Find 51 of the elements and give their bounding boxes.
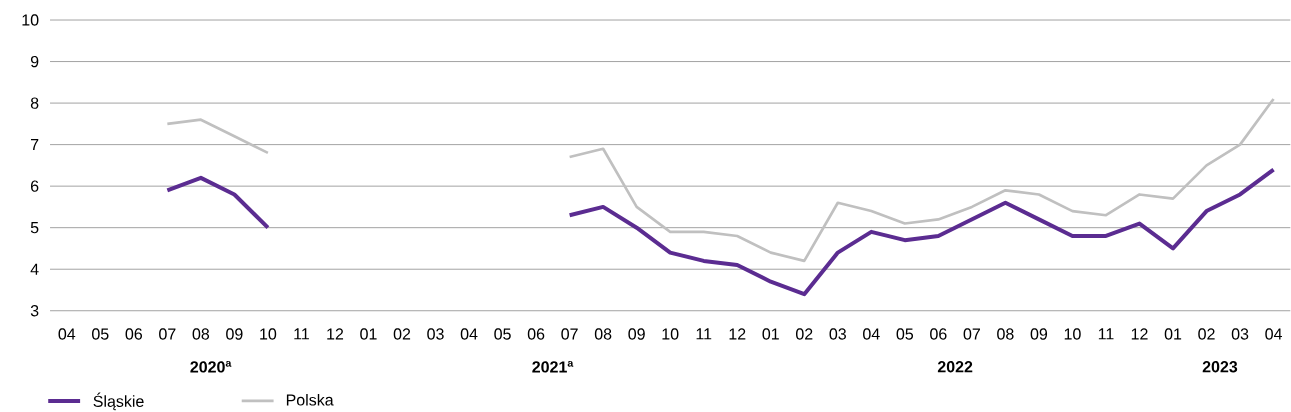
x-tick-label: 03 [829, 328, 846, 340]
legend-label: Śląskie [93, 392, 144, 411]
x-tick-label: 08 [192, 328, 210, 340]
x-tick-label: 12 [1131, 328, 1148, 340]
text: 2023 [1202, 361, 1238, 373]
text: 2022 [937, 361, 973, 373]
x-tick-label: 10 [1064, 328, 1081, 340]
x-tick-label: 06 [125, 328, 143, 340]
y-tick-label: 8 [30, 97, 39, 109]
y-tick-label: 5 [30, 222, 39, 234]
y-tick-label: 3 [30, 305, 39, 317]
x-tick-label: 05 [896, 328, 914, 340]
legend-label: Polska [286, 393, 334, 406]
y-tick-label: 9 [30, 55, 39, 68]
x-tick-label: 01 [1164, 328, 1182, 340]
x-tick-label: 12 [729, 328, 746, 340]
x-tick-label: 09 [628, 328, 645, 340]
x-tick-label: 11 [294, 328, 309, 340]
x-tick-label: 04 [1265, 328, 1283, 340]
x-tick-label: 08 [997, 328, 1014, 340]
x-tick-label: 10 [662, 328, 679, 340]
x-tick-label: 02 [796, 328, 813, 340]
y-tick-label: 7 [31, 139, 39, 151]
y-tick-label: 10 [22, 14, 39, 26]
x-tick-label: 03 [427, 328, 444, 340]
x-tick-label: 12 [327, 328, 344, 340]
text: 2021$^{a}$ [532, 360, 574, 373]
x-tick-label: 07 [561, 328, 578, 340]
x-tick-label: 07 [963, 328, 980, 340]
x-tick-label: 11 [1098, 328, 1114, 340]
x-tick-label: 05 [494, 328, 511, 340]
x-tick-label: 01 [762, 328, 779, 340]
y-tick-label: 4 [30, 263, 39, 275]
x-tick-label: 06 [930, 328, 947, 340]
x-tick-label: 08 [594, 328, 612, 340]
x-tick-label: 01 [360, 328, 377, 340]
x-tick-label: 06 [527, 328, 545, 340]
x-tick-label: 10 [260, 328, 277, 340]
x-tick-label: 09 [226, 328, 243, 340]
x-tick-label: 05 [92, 328, 109, 340]
x-tick-label: 02 [1198, 328, 1215, 340]
x-tick-label: 04 [863, 328, 880, 340]
x-tick-label: 11 [696, 328, 712, 340]
y-tick-label: 6 [31, 180, 39, 192]
x-tick-label: 04 [460, 328, 478, 340]
x-tick-label: 09 [1030, 328, 1048, 340]
x-tick-label: 02 [393, 328, 411, 340]
x-tick-label: 03 [1231, 328, 1249, 340]
x-tick-label: 04 [58, 328, 76, 340]
text: 2020$^{a}$ [190, 360, 232, 373]
x-tick-label: 07 [159, 328, 176, 340]
